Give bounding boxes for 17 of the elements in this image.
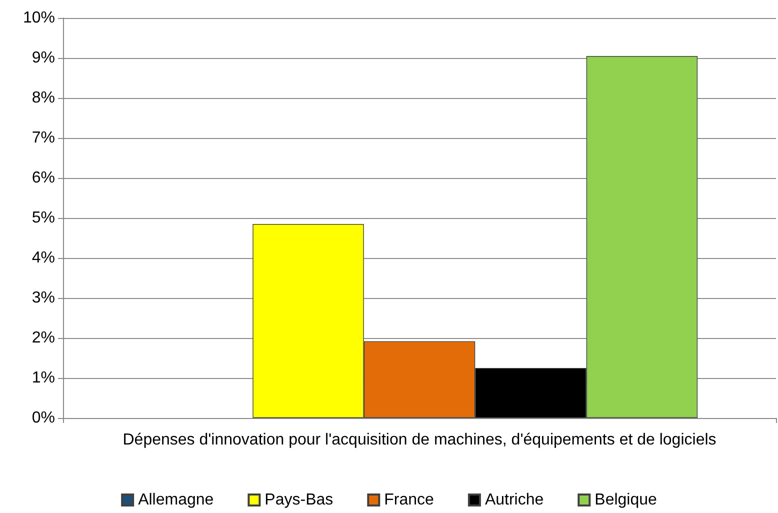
y-tick-label: 1% [32, 370, 55, 386]
x-tick-label: Dépenses d'innovation pour l'acquisition de machines, d'équipements et de logiciels [122, 432, 716, 448]
y-tick-label: 8% [32, 90, 55, 106]
y-tick-label: 5% [32, 210, 55, 226]
y-tick-label: 9% [32, 50, 55, 66]
y-tick-label: 0% [32, 410, 55, 426]
y-tick-label: 4% [32, 250, 55, 266]
legend-label: Pays-Bas [264, 492, 334, 508]
y-tick-label: 2% [32, 330, 55, 346]
y-tick-label: 3% [32, 290, 55, 306]
y-tick-label: 7% [32, 130, 55, 146]
y-tick-label: 6% [32, 170, 55, 186]
legend-label: Belgique [594, 492, 658, 508]
legend-label: Autriche [484, 492, 544, 508]
legend-label: Allemagne [138, 492, 214, 508]
legend-label: France [384, 492, 434, 508]
y-tick-label: 10% [22, 10, 55, 26]
